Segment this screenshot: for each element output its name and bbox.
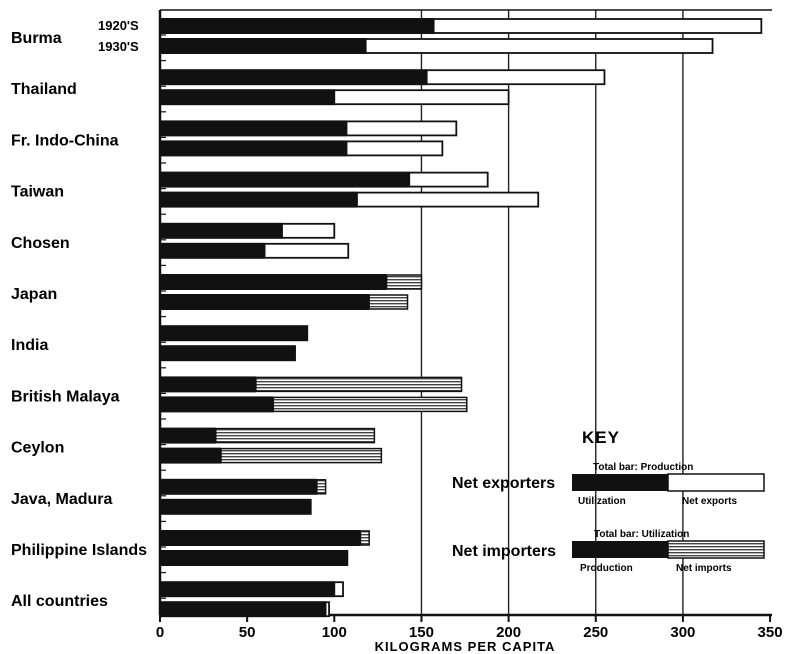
bar-net-exports-all-countries-1920s [333,581,344,598]
x-tick-label-0: 0 [156,624,164,641]
bar-production-british-malaya-1920s [160,376,256,393]
bar-production-india-1920s [160,325,309,342]
key-exporters-net-swatch [667,473,765,492]
bar-net-exports-thailand-1920s [425,69,606,86]
bar-utilization-chosen-1930s [160,242,265,259]
bar-net-exports-burma-1920s [432,18,763,34]
bar-production-japan-1920s [160,274,387,290]
bar-utilization-thailand-1920s [160,69,427,86]
category-label-japan: Japan [11,286,57,303]
key-exporters-right-label: Net exports [682,496,737,507]
category-label-java-madura: Java, Madura [11,491,112,508]
bar-net-imports-japan-1920s [385,274,423,290]
category-label-chosen: Chosen [11,235,70,252]
bar-net-exports-all-countries-1930s [324,601,330,618]
bar-production-java-madura-1920s [160,478,317,495]
key-exporters-utilization-swatch [572,474,668,491]
x-tick-label-250: 250 [583,624,608,641]
category-label-ceylon: Ceylon [11,440,64,457]
x-axis-label: KILOGRAMS PER CAPITA [375,639,556,654]
bar-net-imports-japan-1930s [368,294,409,310]
x-tick-label-150: 150 [409,624,434,641]
category-label-india: India [11,337,48,354]
bar-utilization-chosen-1920s [160,222,283,239]
bar-net-imports-british-malaya-1930s [272,396,468,413]
bar-production-japan-1930s [160,294,370,310]
category-label-philippine-islands: Philippine Islands [11,542,147,559]
bar-utilization-burma-1920s [160,18,434,34]
bar-utilization-all-countries-1920s [160,581,335,598]
key-exporters-label: Net exporters [452,475,555,492]
bar-utilization-thailand-1930s [160,89,335,106]
bar-production-java-madura-1930s [160,498,312,515]
key-importers-total-label: Total bar: Utilization [594,529,689,540]
category-label-all-countries: All countries [11,593,108,610]
category-label-thailand: Thailand [11,81,77,98]
bar-utilization-burma-1930s [160,38,366,54]
bar-net-exports-burma-1930s [364,38,714,54]
decade-label-1930s: 1930'S [98,39,139,54]
x-axis: 0 50 100 150 200 250 300 350 KILOGRAMS PER CAPIT… [156,615,783,654]
category-label-british-malaya: British Malaya [11,388,120,405]
bar-net-imports-philippine-islands-1920s [359,530,370,546]
x-tick-label-300: 300 [670,624,695,641]
category-label-taiwan: Taiwan [11,184,64,201]
bar-net-imports-british-malaya-1920s [255,376,463,393]
key-importers-net-swatch [667,540,765,559]
bar-production-british-malaya-1930s [160,396,274,413]
bar-utilization-all-countries-1930s [160,601,326,618]
bar-net-exports-taiwan-1920s [408,171,489,188]
bar-net-imports-java-madura-1920s [316,479,327,495]
bars [160,18,763,618]
bar-utilization-fr-indo-china-1930s [160,140,347,157]
bar-net-exports-thailand-1930s [333,89,510,106]
key-importers-right-label: Net imports [676,563,732,574]
bar-production-ceylon-1930s [160,447,222,464]
bar-utilization-fr-indo-china-1920s [160,120,347,137]
bar-net-imports-ceylon-1930s [220,447,383,464]
decade-label-1920s: 1920'S [98,18,139,33]
bar-production-philippine-islands-1920s [160,530,361,546]
bar-net-exports-fr-indo-china-1930s [345,140,444,157]
bar-net-exports-chosen-1920s [281,222,336,239]
x-tick-label-100: 100 [322,624,347,641]
bar-net-exports-fr-indo-china-1920s [345,120,458,137]
bar-net-exports-taiwan-1930s [356,191,540,208]
bar-production-ceylon-1920s [160,427,216,444]
bar-net-exports-chosen-1930s [263,242,350,259]
category-label-fr-indo-china: Fr. Indo-China [11,132,119,149]
key-importers-left-label: Production [580,563,633,574]
bar-production-philippine-islands-1930s [160,550,349,566]
bar-production-india-1930s [160,345,296,362]
category-labels: 1920'S 1930'S Burma Thailand Fr. Indo-China T… [11,18,147,610]
x-tick-label-50: 50 [239,624,256,641]
x-tick-label-200: 200 [496,624,521,641]
bar-net-imports-ceylon-1920s [215,427,376,444]
bar-utilization-taiwan-1930s [160,191,357,208]
key: KEY Total bar: Production Net exporters … [452,428,765,574]
key-importers-label: Net importers [452,543,556,560]
key-exporters-total-label: Total bar: Production [593,462,693,473]
key-importers-production-swatch [572,541,668,558]
bar-utilization-taiwan-1920s [160,171,410,188]
x-tick-label-350: 350 [758,624,783,641]
key-title: KEY [582,428,620,447]
category-label-burma: Burma [11,30,62,47]
key-exporters-left-label: Utilization [578,496,626,507]
